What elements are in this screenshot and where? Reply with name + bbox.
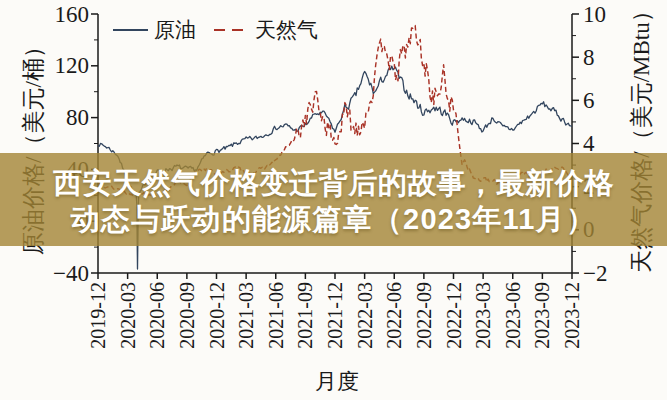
- legend-gas-label: 天然气: [255, 18, 318, 42]
- x-axis-title: 月度: [315, 369, 359, 394]
- right-axis-tick-label: 8: [583, 45, 595, 70]
- x-axis-tick-label: 2020-09: [176, 282, 198, 349]
- x-axis-tick-label: 2020-03: [117, 282, 139, 349]
- right-axis-tick-label: 10: [583, 2, 606, 27]
- right-axis-tick-label: −2: [583, 261, 607, 286]
- energy-price-figure: 16012080400−401086420−22019-122020-03202…: [0, 0, 667, 400]
- headline-line-1: 西安天然气价格变迁背后的故事，最新价格: [53, 165, 614, 201]
- x-axis-tick-label: 2023-03: [472, 282, 494, 349]
- x-axis-tick-label: 2019-12: [87, 282, 109, 349]
- x-axis-tick-label: 2021-09: [294, 282, 316, 349]
- x-axis-tick-label: 2021-06: [265, 282, 287, 349]
- headline-line-2: 动态与跃动的能源篇章（2023年11月）: [71, 201, 596, 237]
- left-axis-tick-label: 120: [55, 53, 90, 78]
- x-axis-tick-label: 2021-03: [235, 282, 257, 349]
- legend-oil-label: 原油: [154, 18, 196, 42]
- left-axis-tick-label: −40: [53, 261, 89, 286]
- x-axis-tick-label: 2022-12: [443, 282, 465, 349]
- x-axis-tick-label: 2022-09: [413, 282, 435, 349]
- x-axis-tick-label: 2021-12: [324, 282, 346, 349]
- legend: 原油 天然气: [113, 18, 318, 42]
- x-axis-tick-label: 2023-06: [502, 282, 524, 349]
- x-axis-tick-label: 2022-03: [354, 282, 376, 349]
- x-axis-tick-label: 2020-06: [146, 282, 168, 349]
- left-axis-tick-label: 80: [66, 105, 89, 130]
- x-axis-tick-label: 2020-12: [206, 282, 228, 349]
- left-axis-tick-label: 160: [55, 2, 90, 27]
- x-axis-tick-label: 2023-09: [531, 282, 553, 349]
- headline-banner: 西安天然气价格变迁背后的故事，最新价格 动态与跃动的能源篇章（2023年11月）: [0, 153, 667, 246]
- x-axis-tick-label: 2023-12: [561, 282, 583, 349]
- right-axis-tick-label: 6: [583, 88, 595, 113]
- x-axis-tick-label: 2022-06: [383, 282, 405, 349]
